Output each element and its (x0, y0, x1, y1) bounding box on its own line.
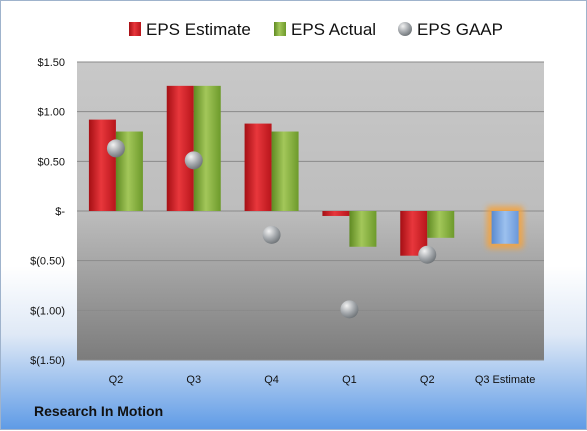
gaap-marker (340, 300, 359, 319)
y-axis-ticks: $1.50 $1.00 $0.50 $- $(0.50) $(1.00) $(1.50) (30, 57, 65, 367)
y-tick-label: $(1.50) (30, 355, 65, 367)
bar-eps-estimate (322, 211, 350, 216)
company-title: Research In Motion (34, 403, 164, 419)
legend-swatch-eps-gaap (398, 22, 412, 36)
bar-eps-actual (427, 211, 455, 238)
bar-eps-estimate (88, 119, 116, 211)
bars (88, 85, 524, 256)
legend-item-eps-gaap: EPS GAAP (398, 20, 503, 39)
y-tick-label: $1.50 (37, 57, 65, 69)
gaap-markers (106, 139, 437, 319)
legend-item-eps-estimate: EPS Estimate (129, 20, 251, 39)
x-tick-label: Q1 (342, 374, 357, 386)
bar-eps-estimate (244, 123, 272, 211)
gaap-marker (184, 151, 203, 170)
legend-swatch-eps-estimate (129, 22, 141, 36)
y-tick-label: $- (55, 206, 65, 218)
x-axis-ticks: Q2 Q3 Q4 Q1 Q2 Q3 Estimate (109, 374, 536, 386)
gaap-marker (262, 225, 281, 244)
y-tick-label: $(0.50) (30, 256, 65, 268)
x-tick-label: Q2 (109, 374, 124, 386)
bar-eps-estimate (166, 85, 194, 211)
y-tick-label: $(1.00) (30, 305, 65, 317)
x-tick-label: Q4 (264, 374, 279, 386)
y-tick-label: $0.50 (37, 156, 65, 168)
legend-item-eps-actual: EPS Actual (274, 20, 376, 39)
y-tick-label: $1.00 (37, 107, 65, 119)
legend-swatch-eps-actual (274, 22, 286, 36)
bar-eps-actual (193, 85, 221, 211)
bar-eps-actual (349, 211, 377, 247)
gaap-marker (106, 139, 125, 158)
legend-label-eps-gaap: EPS GAAP (417, 20, 503, 39)
legend-label-eps-actual: EPS Actual (291, 20, 376, 39)
gridlines (77, 61, 544, 361)
legend-label-eps-estimate: EPS Estimate (146, 20, 251, 39)
estimate-bar (491, 211, 519, 244)
x-tick-label: Q2 (420, 374, 435, 386)
x-tick-label: Q3 Estimate (475, 374, 536, 386)
bar-eps-actual (271, 131, 299, 211)
gaap-marker (418, 245, 437, 264)
legend: EPS Estimate EPS Actual EPS GAAP (129, 20, 503, 39)
x-tick-label: Q3 (186, 374, 201, 386)
